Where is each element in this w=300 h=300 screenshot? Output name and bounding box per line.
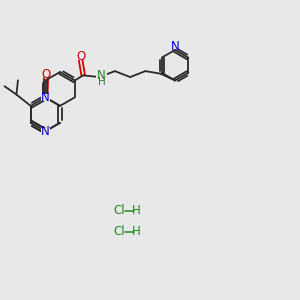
- Text: N: N: [171, 40, 179, 52]
- FancyBboxPatch shape: [40, 94, 50, 101]
- FancyBboxPatch shape: [42, 71, 50, 77]
- Text: O: O: [76, 50, 85, 63]
- Text: N: N: [97, 69, 106, 82]
- Text: N: N: [41, 91, 50, 104]
- Text: Cl: Cl: [113, 204, 124, 218]
- FancyBboxPatch shape: [40, 128, 50, 135]
- Text: H: H: [132, 204, 141, 218]
- Text: O: O: [41, 68, 51, 81]
- Text: H: H: [98, 77, 106, 87]
- Text: Cl: Cl: [113, 225, 124, 238]
- FancyBboxPatch shape: [77, 53, 84, 59]
- Text: N: N: [41, 125, 50, 138]
- FancyBboxPatch shape: [171, 43, 179, 49]
- Text: H: H: [132, 225, 141, 238]
- FancyBboxPatch shape: [97, 73, 107, 81]
